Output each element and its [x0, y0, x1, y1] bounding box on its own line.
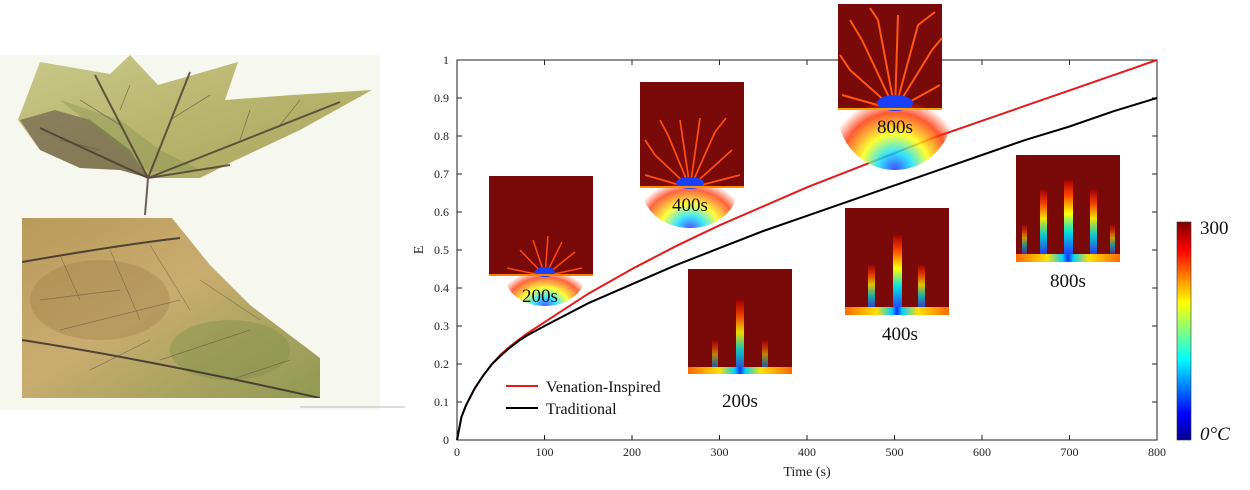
- snapshot-venation-400s: [640, 82, 744, 228]
- snapshot-venation-800s: [837, 4, 953, 170]
- colorbar-gradient: [1176, 221, 1192, 441]
- snapshot-label: 400s: [672, 195, 708, 216]
- x-tick-label: 300: [711, 445, 729, 459]
- y-tick-label: 0.2: [434, 357, 449, 371]
- leaf-photo: [0, 55, 405, 410]
- y-tick-label: 0: [443, 433, 449, 447]
- x-tick-label: 700: [1061, 445, 1079, 459]
- legend-label-traditional: Traditional: [546, 401, 617, 418]
- snapshot-traditional-200s: [688, 269, 792, 374]
- y-tick-label: 0.7: [434, 167, 449, 181]
- x-tick-label: 200: [623, 445, 641, 459]
- series-group: [456, 59, 1158, 441]
- legend-label-venation: Venation-Inspired: [546, 379, 661, 396]
- y-tick-label: 1: [443, 53, 449, 67]
- snapshot-label: 200s: [722, 391, 758, 412]
- colorbar-min-label: 0°C: [1200, 424, 1230, 445]
- x-tick-label: 400: [798, 445, 816, 459]
- snapshot-traditional-800s: [1016, 155, 1120, 262]
- y-tick-label: 0.9: [434, 91, 449, 105]
- y-tick-label: 0.1: [434, 395, 449, 409]
- y-tick-label: 0.4: [434, 281, 449, 295]
- series-line-traditional: [456, 97, 1158, 441]
- snapshot-venation-200s: [489, 176, 593, 306]
- colorbar: [1176, 221, 1192, 441]
- snapshot-label: 400s: [882, 324, 918, 345]
- x-axis-label: Time (s): [783, 465, 831, 480]
- y-tick-label: 0.5: [434, 243, 449, 257]
- x-tick-label: 800: [1148, 445, 1166, 459]
- colorbar-max-label: 300: [1200, 218, 1229, 239]
- x-tick-label: 0: [454, 445, 460, 459]
- snapshot-traditional-400s: [845, 208, 949, 315]
- y-axis-label: E: [412, 246, 427, 255]
- x-tick-label: 500: [886, 445, 904, 459]
- y-tick-label: 0.8: [434, 129, 449, 143]
- x-tick-label: 600: [973, 445, 991, 459]
- x-tick-label: 100: [536, 445, 554, 459]
- y-tick-label: 0.6: [434, 205, 449, 219]
- snapshot-label: 800s: [1050, 271, 1086, 292]
- snapshot-label: 200s: [522, 286, 558, 307]
- legend: Venation-Inspired Traditional: [506, 379, 661, 418]
- y-axis: 0 0.1 0.2 0.3 0.4 0.5 0.6 0.7 0.8 0.9 1: [434, 53, 1157, 447]
- x-axis: 0 100 200 300 400 500 600 700 800: [454, 60, 1166, 459]
- y-tick-label: 0.3: [434, 319, 449, 333]
- snapshot-label: 800s: [877, 117, 913, 138]
